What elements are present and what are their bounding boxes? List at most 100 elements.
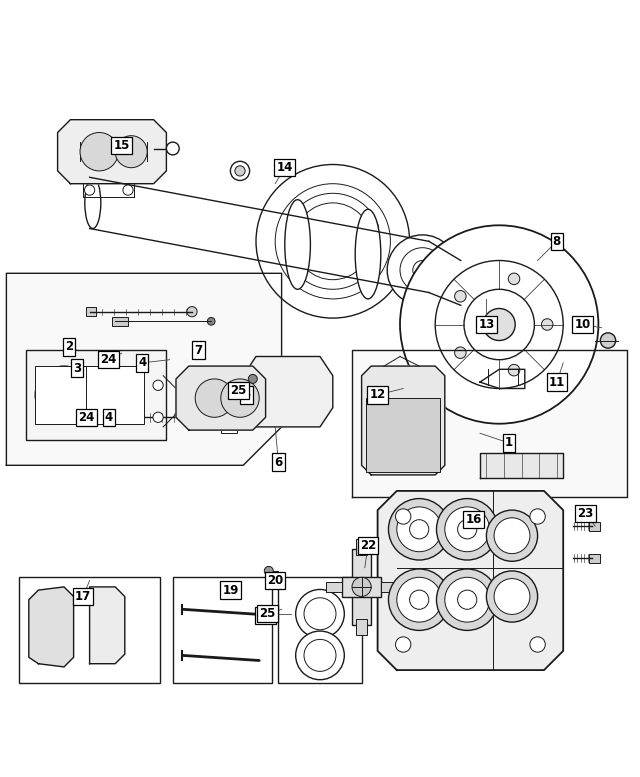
Text: 11: 11: [548, 375, 565, 388]
Ellipse shape: [84, 177, 101, 228]
Circle shape: [388, 499, 450, 560]
Circle shape: [388, 569, 450, 630]
Bar: [221, 369, 237, 434]
Polygon shape: [378, 491, 563, 670]
Bar: [173, 577, 272, 683]
Circle shape: [464, 289, 534, 360]
Text: 6: 6: [275, 455, 282, 469]
Text: 4: 4: [105, 411, 113, 423]
Circle shape: [508, 364, 520, 376]
Circle shape: [256, 165, 410, 318]
Text: 25: 25: [259, 608, 276, 620]
Circle shape: [508, 273, 520, 284]
Circle shape: [600, 333, 616, 348]
Circle shape: [445, 577, 490, 622]
Polygon shape: [176, 366, 266, 430]
Bar: [326, 582, 342, 592]
Circle shape: [86, 366, 144, 423]
Text: 15: 15: [113, 139, 130, 152]
Bar: [381, 582, 397, 592]
Circle shape: [387, 235, 458, 305]
Bar: [86, 307, 96, 316]
Circle shape: [294, 203, 371, 280]
Circle shape: [530, 637, 545, 652]
Bar: [19, 577, 160, 683]
Bar: [86, 366, 144, 423]
Circle shape: [275, 183, 390, 299]
Text: 20: 20: [267, 574, 284, 587]
Polygon shape: [362, 366, 445, 475]
Circle shape: [541, 319, 553, 330]
Bar: [356, 539, 367, 555]
Circle shape: [486, 510, 538, 561]
Circle shape: [221, 379, 259, 417]
Circle shape: [230, 162, 250, 180]
Circle shape: [264, 566, 273, 576]
Circle shape: [454, 291, 466, 302]
Text: 19: 19: [222, 584, 239, 597]
Polygon shape: [58, 120, 166, 183]
Text: 10: 10: [574, 318, 591, 331]
Circle shape: [396, 637, 411, 652]
Circle shape: [166, 142, 179, 155]
Polygon shape: [29, 587, 74, 667]
Text: 24: 24: [100, 354, 117, 366]
Circle shape: [486, 571, 538, 622]
Circle shape: [195, 379, 234, 417]
Bar: [278, 577, 362, 683]
Text: 23: 23: [577, 507, 594, 520]
Circle shape: [80, 133, 118, 171]
Circle shape: [494, 579, 530, 615]
Circle shape: [436, 569, 498, 630]
Circle shape: [123, 185, 133, 195]
Bar: [589, 554, 600, 563]
Text: 13: 13: [478, 318, 495, 331]
Text: 5: 5: [243, 388, 250, 402]
Bar: [35, 366, 93, 423]
Circle shape: [400, 248, 445, 292]
Circle shape: [494, 517, 530, 554]
Polygon shape: [90, 587, 125, 664]
Text: 12: 12: [369, 388, 386, 402]
Circle shape: [436, 499, 498, 560]
Circle shape: [413, 260, 432, 280]
Polygon shape: [243, 357, 333, 427]
Ellipse shape: [355, 209, 381, 299]
Bar: [352, 549, 371, 625]
Text: 14: 14: [276, 161, 293, 174]
Circle shape: [35, 366, 93, 423]
Circle shape: [458, 520, 477, 539]
Circle shape: [298, 376, 330, 408]
Circle shape: [296, 590, 344, 638]
Bar: [150, 369, 166, 434]
Text: 25: 25: [230, 384, 247, 397]
Bar: [26, 350, 166, 440]
Text: 16: 16: [465, 513, 482, 526]
Bar: [589, 521, 600, 531]
Circle shape: [248, 375, 257, 383]
Circle shape: [396, 509, 411, 524]
Bar: [112, 317, 128, 326]
Circle shape: [400, 225, 598, 423]
Circle shape: [454, 347, 466, 358]
Text: 17: 17: [75, 590, 92, 603]
Circle shape: [84, 185, 95, 195]
Text: 7: 7: [195, 343, 202, 357]
Text: 22: 22: [360, 538, 376, 552]
Circle shape: [304, 598, 336, 630]
Ellipse shape: [285, 200, 310, 289]
Circle shape: [153, 380, 163, 390]
Circle shape: [304, 639, 336, 671]
Circle shape: [410, 590, 429, 609]
Circle shape: [207, 318, 215, 325]
Text: 1: 1: [505, 437, 513, 449]
Text: 24: 24: [78, 411, 95, 423]
Circle shape: [397, 577, 442, 622]
Bar: [342, 577, 381, 597]
Circle shape: [259, 376, 291, 408]
Circle shape: [397, 507, 442, 552]
Circle shape: [93, 372, 138, 417]
Circle shape: [445, 507, 490, 552]
Bar: [356, 619, 367, 635]
Circle shape: [296, 631, 344, 680]
